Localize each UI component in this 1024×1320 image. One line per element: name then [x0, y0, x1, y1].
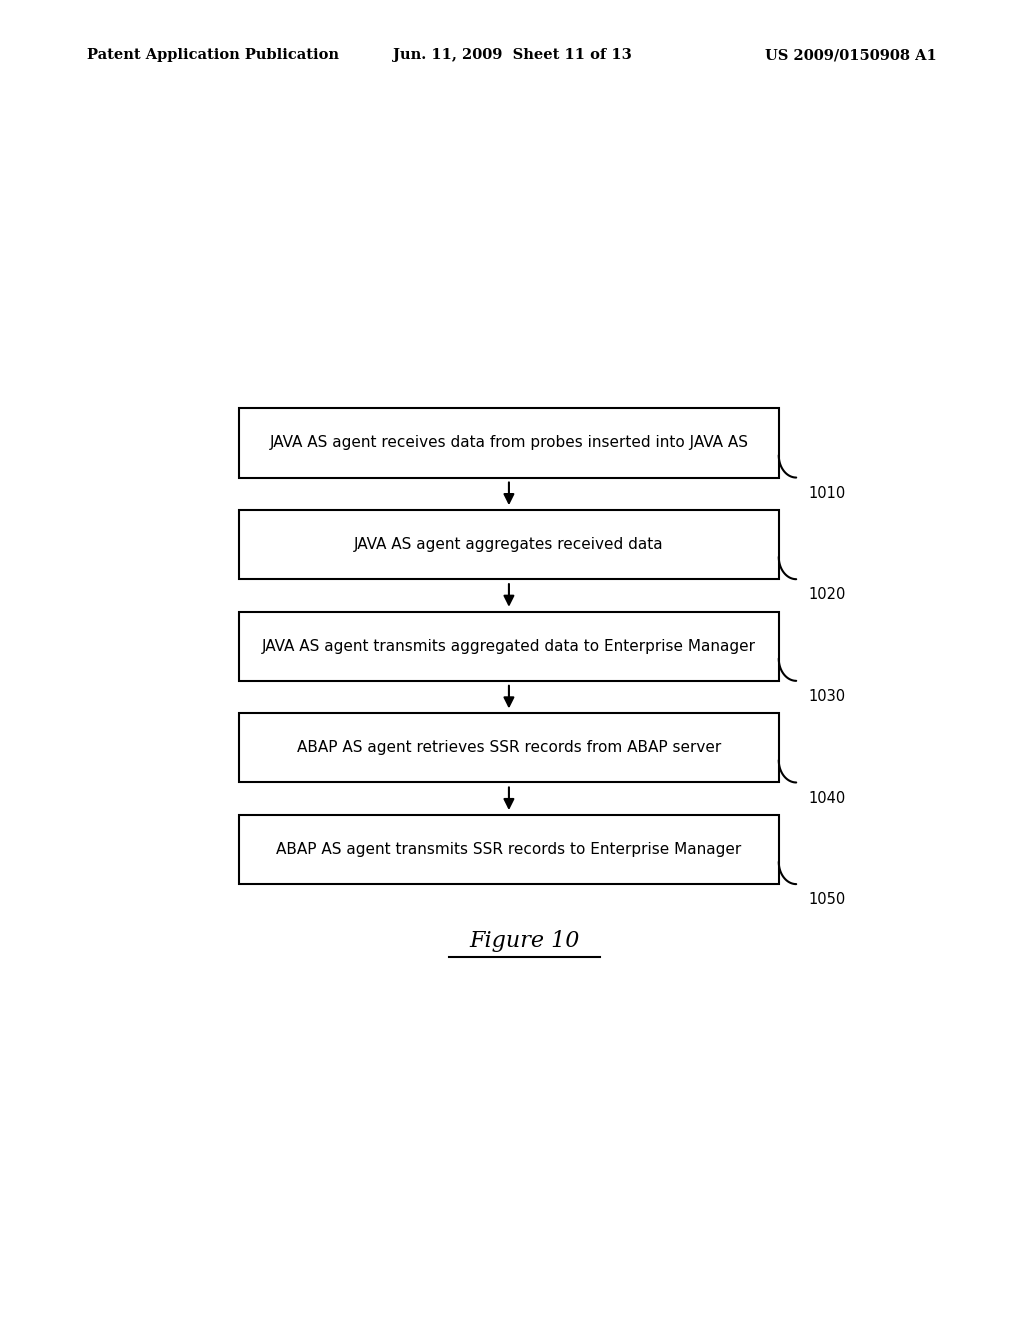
Text: 1020: 1020 — [809, 587, 846, 602]
Text: 1050: 1050 — [809, 892, 846, 907]
Text: Patent Application Publication: Patent Application Publication — [87, 49, 339, 62]
FancyBboxPatch shape — [240, 611, 778, 681]
Text: JAVA AS agent aggregates received data: JAVA AS agent aggregates received data — [354, 537, 664, 552]
FancyBboxPatch shape — [240, 408, 778, 478]
Text: Figure 10: Figure 10 — [470, 931, 580, 952]
Text: US 2009/0150908 A1: US 2009/0150908 A1 — [765, 49, 937, 62]
Text: 1040: 1040 — [809, 791, 846, 805]
Text: ABAP AS agent transmits SSR records to Enterprise Manager: ABAP AS agent transmits SSR records to E… — [276, 842, 741, 857]
Text: Jun. 11, 2009  Sheet 11 of 13: Jun. 11, 2009 Sheet 11 of 13 — [392, 49, 632, 62]
Text: 1030: 1030 — [809, 689, 846, 704]
Text: JAVA AS agent transmits aggregated data to Enterprise Manager: JAVA AS agent transmits aggregated data … — [262, 639, 756, 653]
FancyBboxPatch shape — [240, 510, 778, 579]
Text: ABAP AS agent retrieves SSR records from ABAP server: ABAP AS agent retrieves SSR records from… — [297, 741, 721, 755]
Text: 1010: 1010 — [809, 486, 846, 500]
Text: JAVA AS agent receives data from probes inserted into JAVA AS: JAVA AS agent receives data from probes … — [269, 436, 749, 450]
FancyBboxPatch shape — [240, 713, 778, 783]
FancyBboxPatch shape — [240, 814, 778, 884]
